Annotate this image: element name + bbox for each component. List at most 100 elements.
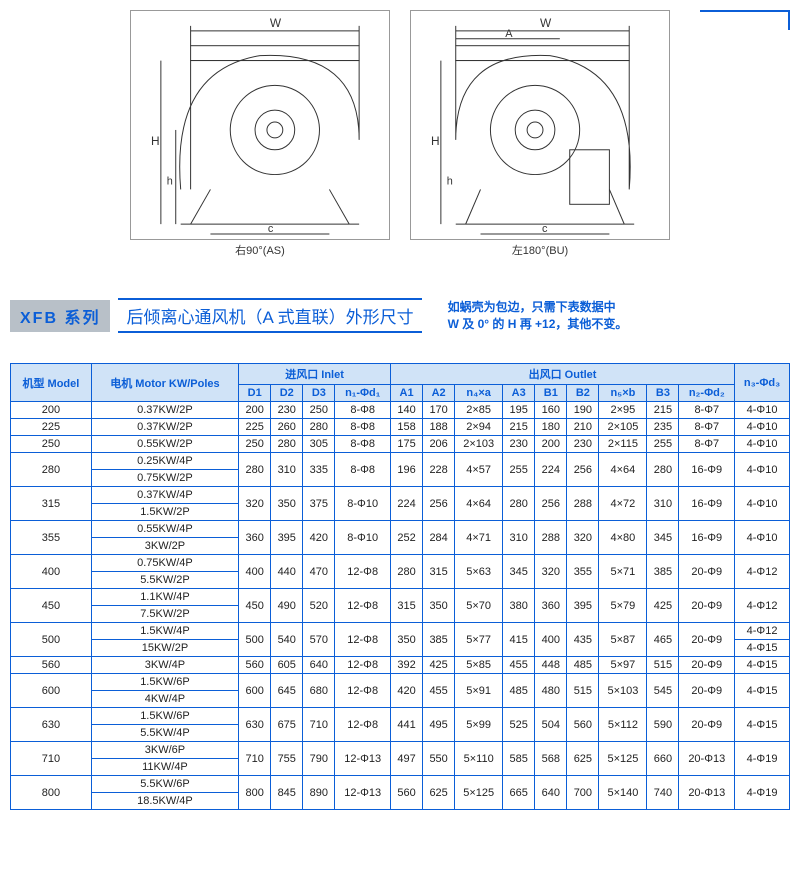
decorative-corner [700, 10, 790, 30]
cell-motor: 0.75KW/2P [91, 470, 238, 487]
cell-b1: 200 [535, 436, 567, 453]
cell-n5: 4×64 [599, 453, 647, 487]
cell-motor: 0.55KW/2P [91, 436, 238, 453]
cell-b1: 320 [535, 555, 567, 589]
cell-n4: 4×57 [455, 453, 503, 487]
cell-n5: 2×105 [599, 419, 647, 436]
cell-d1: 800 [239, 776, 271, 810]
diagram-right-container: W A H h c 左180°(BU) [410, 10, 670, 258]
cell-d3: 470 [303, 555, 335, 589]
cell-motor: 0.37KW/2P [91, 419, 238, 436]
cell-n3: 4-Φ10 [735, 453, 790, 487]
cell-b2: 288 [567, 487, 599, 521]
cell-d2: 260 [271, 419, 303, 436]
cell-a3: 195 [503, 402, 535, 419]
cell-n5: 5×79 [599, 589, 647, 623]
cell-motor: 3KW/2P [91, 538, 238, 555]
cell-a1: 560 [390, 776, 422, 810]
cell-a1: 315 [390, 589, 422, 623]
cell-a2: 625 [423, 776, 455, 810]
section-note: 如蜗壳为包边，只需下表数据中 W 及 0° 的 H 再 +12，其他不变。 [448, 299, 628, 333]
cell-d1: 560 [239, 657, 271, 674]
cell-a3: 280 [503, 487, 535, 521]
note-line1: 如蜗壳为包边，只需下表数据中 [448, 300, 616, 314]
cell-n2: 20-Φ13 [679, 776, 735, 810]
note-line2: W 及 0° 的 H 再 +12，其他不变。 [448, 317, 628, 331]
cell-b3: 255 [647, 436, 679, 453]
fan-drawing-right: W A H h c [411, 11, 669, 239]
cell-n3: 4-Φ12 [735, 623, 790, 640]
table-body: 2000.37KW/2P2002302508-Φ81401702×8519516… [11, 402, 790, 810]
cell-b2: 515 [567, 674, 599, 708]
cell-a3: 665 [503, 776, 535, 810]
svg-text:c: c [542, 223, 548, 235]
cell-d3: 640 [303, 657, 335, 674]
cell-d3: 520 [303, 589, 335, 623]
cell-n5: 4×80 [599, 521, 647, 555]
cell-n1: 12-Φ8 [335, 674, 391, 708]
cell-d2: 280 [271, 436, 303, 453]
col-d2: D2 [271, 385, 303, 402]
cell-n2: 20-Φ9 [679, 657, 735, 674]
col-d3: D3 [303, 385, 335, 402]
cell-d3: 420 [303, 521, 335, 555]
cell-a1: 224 [390, 487, 422, 521]
cell-n1: 8-Φ8 [335, 419, 391, 436]
cell-d2: 605 [271, 657, 303, 674]
cell-n4: 2×85 [455, 402, 503, 419]
col-a2: A2 [423, 385, 455, 402]
col-n3: n₃-Φd₃ [735, 364, 790, 402]
cell-n4: 5×77 [455, 623, 503, 657]
cell-n1: 12-Φ13 [335, 776, 391, 810]
cell-n1: 8-Φ8 [335, 453, 391, 487]
cell-b3: 310 [647, 487, 679, 521]
table-row: 3550.55KW/4P3603954208-Φ102522844×713102… [11, 521, 790, 538]
table-row: 4000.75KW/4P40044047012-Φ82803155×633453… [11, 555, 790, 572]
cell-b2: 625 [567, 742, 599, 776]
cell-d1: 320 [239, 487, 271, 521]
cell-b2: 320 [567, 521, 599, 555]
cell-a3: 215 [503, 419, 535, 436]
cell-n5: 2×95 [599, 402, 647, 419]
cell-n3: 4-Φ19 [735, 742, 790, 776]
cell-n3: 4-Φ10 [735, 436, 790, 453]
cell-b1: 360 [535, 589, 567, 623]
cell-motor: 1.5KW/6P [91, 674, 238, 691]
cell-n3: 4-Φ15 [735, 640, 790, 657]
table-row: 5603KW/4P56060564012-Φ83924255×854554484… [11, 657, 790, 674]
cell-a3: 415 [503, 623, 535, 657]
cell-d2: 350 [271, 487, 303, 521]
cell-n2: 20-Φ9 [679, 589, 735, 623]
cell-a2: 385 [423, 623, 455, 657]
cell-n5: 5×112 [599, 708, 647, 742]
cell-a2: 228 [423, 453, 455, 487]
series-tag: XFB 系列 [10, 300, 110, 332]
cell-b2: 485 [567, 657, 599, 674]
cell-a1: 158 [390, 419, 422, 436]
cell-n3: 4-Φ12 [735, 589, 790, 623]
cell-d2: 440 [271, 555, 303, 589]
col-a1: A1 [390, 385, 422, 402]
svg-text:W: W [540, 16, 552, 30]
col-inlet: 进风口 Inlet [239, 364, 391, 385]
cell-n2: 20-Φ13 [679, 742, 735, 776]
cell-d3: 375 [303, 487, 335, 521]
cell-d1: 630 [239, 708, 271, 742]
diagram-right-caption: 左180°(BU) [410, 242, 670, 258]
cell-b3: 425 [647, 589, 679, 623]
svg-text:h: h [447, 175, 453, 187]
diagram-right: W A H h c [410, 10, 670, 240]
cell-d3: 680 [303, 674, 335, 708]
cell-b2: 256 [567, 453, 599, 487]
cell-motor: 0.55KW/4P [91, 521, 238, 538]
cell-b3: 465 [647, 623, 679, 657]
cell-d1: 250 [239, 436, 271, 453]
cell-a1: 420 [390, 674, 422, 708]
cell-a3: 255 [503, 453, 535, 487]
col-model: 机型 Model [11, 364, 92, 402]
cell-n5: 5×140 [599, 776, 647, 810]
cell-n4: 4×71 [455, 521, 503, 555]
svg-text:A: A [505, 28, 513, 40]
cell-motor: 3KW/6P [91, 742, 238, 759]
cell-a2: 284 [423, 521, 455, 555]
